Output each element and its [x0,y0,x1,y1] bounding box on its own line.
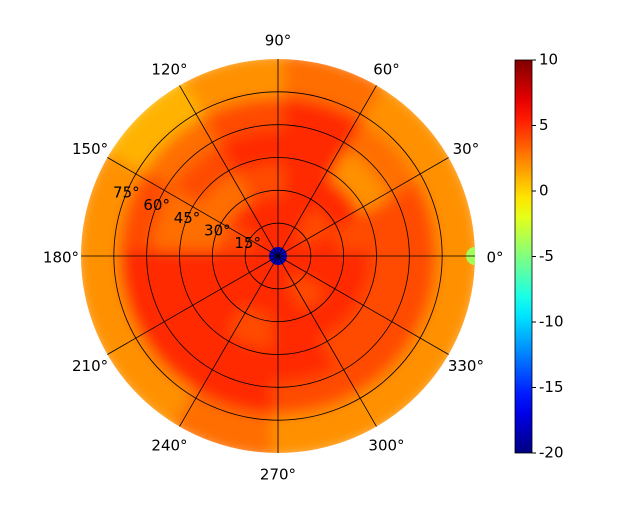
theta-tick-label: 180° [43,249,79,267]
theta-tick-label: 300° [368,436,404,454]
theta-grid-line [277,255,377,427]
theta-tick-label: 90° [265,32,292,50]
colorbar-tick-label: 0 [539,182,549,200]
colorbar-tick-label: -5 [539,247,554,265]
theta-grid-line [277,255,449,355]
theta-grid-line [179,85,279,257]
theta-tick-label: 210° [72,357,108,375]
colorbar-tick-label: -15 [539,378,564,396]
theta-tick-label: 270° [260,466,296,484]
colorbar-tick-label: -20 [539,444,564,462]
r-tick-label: 30° [204,221,231,239]
colorbar-tick-label: 5 [539,116,549,134]
colorbar-gradient [514,59,533,454]
theta-grid-line [277,157,449,257]
theta-tick-label: 30° [453,140,480,158]
theta-grid-line [107,157,279,257]
r-tick-label: 60° [143,196,170,214]
theta-tick-label: 60° [373,61,400,79]
colorbar: 10 5 0 -5 -10 -15 -20 [514,51,564,462]
theta-tick-label: 0° [486,249,503,267]
colorbar-tick-label: -10 [539,313,564,331]
r-tick-label: 75° [113,184,140,202]
r-tick-label: 15° [234,234,261,252]
polar-grid [81,59,475,453]
theta-tick-label: 150° [72,140,108,158]
theta-grid-line [107,255,279,355]
theta-tick-label: 120° [151,61,187,79]
r-tick-label: 45° [174,209,201,227]
theta-tick-label: 330° [448,357,484,375]
theta-grid-line [179,255,279,427]
heat-point [466,247,475,265]
labels: 15°30°45°60°75°0°30°60°90°120°150°180°21… [43,32,504,484]
theta-tick-label: 240° [151,436,187,454]
colorbar-tick-label: 10 [539,51,558,69]
theta-grid-line [277,85,377,257]
